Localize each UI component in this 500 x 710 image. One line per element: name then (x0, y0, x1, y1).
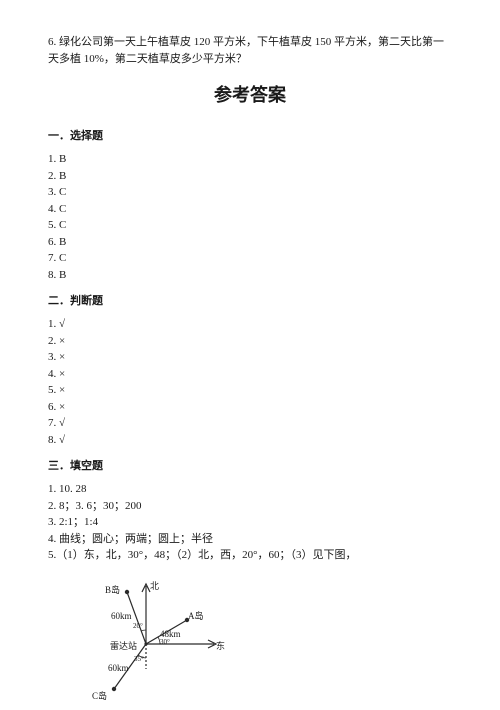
answer-item: 5. × (48, 382, 452, 399)
section-judge-header: 二．判断题 (48, 293, 452, 310)
section-fill-header: 三．填空题 (48, 458, 452, 475)
answer-item: 4. C (48, 201, 452, 218)
answer-item: 1. 10. 28 (48, 481, 452, 498)
answer-item: 4. 曲线；圆心；两端；圆上；半径 (48, 531, 452, 548)
answers-title: 参考答案 (48, 82, 452, 110)
answer-item: 6. B (48, 234, 452, 251)
section-choice-header: 一．选择题 (48, 128, 452, 145)
answer-item: 3. × (48, 349, 452, 366)
center-label: 雷达站 (110, 640, 137, 654)
choice-answers: 1. B 2. B 3. C 4. C 5. C 6. B 7. C 8. B (48, 151, 452, 283)
answer-item: 8. √ (48, 432, 452, 449)
answer-item: 2. × (48, 333, 452, 350)
answer-item: 3. C (48, 184, 452, 201)
dist-B: 60km (111, 610, 132, 624)
point-C-icon (112, 686, 116, 690)
judge-answers: 1. √ 2. × 3. × 4. × 5. × 6. × 7. √ 8. √ (48, 316, 452, 448)
origin-point-icon (144, 642, 147, 645)
diagram-svg (56, 574, 236, 704)
answer-item: 2. B (48, 168, 452, 185)
answer-item: 5. C (48, 217, 452, 234)
angle-A: 30° (160, 637, 170, 648)
answer-item: 1. B (48, 151, 452, 168)
label-C: C岛 (92, 690, 107, 704)
question-6: 6. 绿化公司第一天上午植草皮 120 平方米，下午植草皮 150 平方米，第二… (48, 34, 452, 68)
answer-item: 8. B (48, 267, 452, 284)
answer-item: 7. √ (48, 415, 452, 432)
answer-item: 5.（1）东，北，30°，48；（2）北，西，20°，60；（3）见下图， (48, 547, 452, 564)
answer-item: 6. × (48, 399, 452, 416)
east-label: 东 (216, 640, 225, 654)
point-B-icon (125, 589, 129, 593)
label-B: B岛 (105, 584, 120, 598)
angle-B: 20° (133, 621, 143, 632)
north-label: 北 (150, 580, 159, 594)
answer-item: 7. C (48, 250, 452, 267)
label-A: A岛 (188, 610, 204, 624)
dist-C: 60km (108, 662, 129, 676)
answer-item: 2. 8；3. 6；30；200 (48, 498, 452, 515)
answer-item: 4. × (48, 366, 452, 383)
angle-C: 35° (134, 654, 144, 665)
fill-answers: 1. 10. 28 2. 8；3. 6；30；200 3. 2:1；1:4 4.… (48, 481, 452, 564)
radar-diagram: 北 东 雷达站 A岛 48km 30° B岛 60km 20° C岛 60km … (56, 574, 236, 704)
answer-item: 3. 2:1；1:4 (48, 514, 452, 531)
answer-item: 1. √ (48, 316, 452, 333)
